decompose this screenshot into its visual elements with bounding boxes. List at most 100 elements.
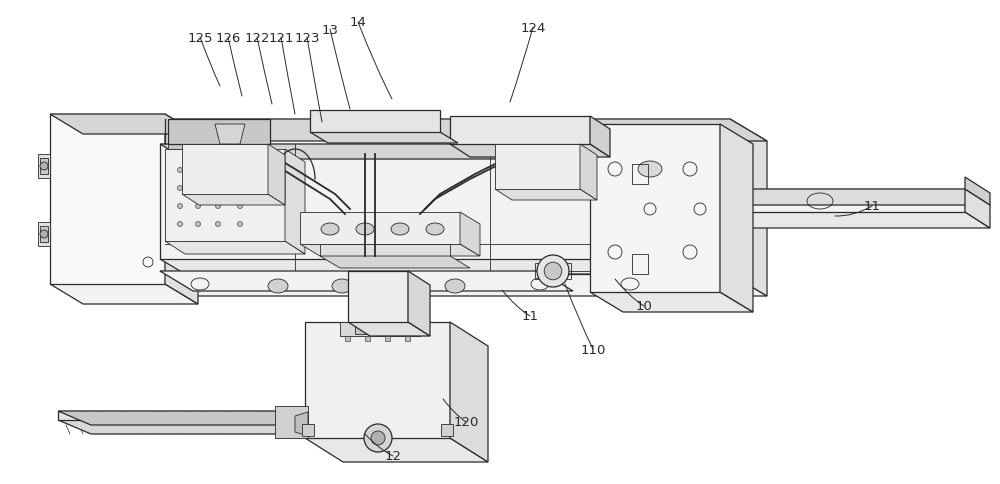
Polygon shape — [58, 411, 308, 425]
Text: 126: 126 — [215, 31, 241, 45]
Polygon shape — [495, 145, 580, 190]
Polygon shape — [640, 190, 965, 212]
Text: 120: 120 — [453, 416, 479, 429]
Circle shape — [178, 204, 183, 209]
Circle shape — [178, 168, 183, 173]
Text: 14: 14 — [350, 16, 366, 30]
Polygon shape — [300, 244, 480, 257]
FancyArrowPatch shape — [200, 38, 220, 87]
FancyArrowPatch shape — [257, 38, 272, 105]
Polygon shape — [182, 145, 268, 195]
Polygon shape — [182, 195, 285, 206]
Polygon shape — [310, 111, 440, 133]
Polygon shape — [348, 272, 408, 322]
Polygon shape — [50, 115, 165, 285]
Circle shape — [238, 168, 243, 173]
Text: 124: 124 — [520, 21, 546, 34]
Circle shape — [537, 256, 569, 287]
Polygon shape — [215, 125, 245, 145]
FancyArrowPatch shape — [502, 290, 530, 317]
Polygon shape — [58, 411, 275, 420]
Polygon shape — [40, 159, 48, 175]
Polygon shape — [50, 285, 198, 304]
Polygon shape — [165, 115, 198, 304]
Text: 121: 121 — [268, 31, 294, 45]
Polygon shape — [385, 336, 390, 341]
FancyArrowPatch shape — [228, 38, 242, 97]
FancyArrowPatch shape — [307, 38, 322, 123]
Polygon shape — [965, 190, 990, 228]
Polygon shape — [305, 438, 488, 462]
Polygon shape — [590, 125, 720, 292]
Polygon shape — [450, 322, 488, 462]
FancyArrowPatch shape — [281, 38, 295, 115]
Polygon shape — [160, 145, 745, 160]
Text: 122: 122 — [244, 31, 270, 45]
Text: 11: 11 — [522, 310, 538, 323]
Polygon shape — [340, 322, 420, 336]
FancyArrowPatch shape — [565, 285, 593, 349]
Polygon shape — [450, 117, 590, 145]
Circle shape — [216, 204, 221, 209]
Polygon shape — [580, 145, 597, 200]
Polygon shape — [305, 322, 450, 438]
FancyArrowPatch shape — [835, 207, 872, 216]
Circle shape — [371, 431, 385, 445]
Circle shape — [216, 186, 221, 191]
Ellipse shape — [638, 162, 662, 178]
Circle shape — [178, 186, 183, 191]
Polygon shape — [82, 274, 767, 296]
Polygon shape — [302, 424, 314, 436]
Ellipse shape — [332, 279, 352, 293]
Polygon shape — [275, 406, 308, 438]
Circle shape — [196, 168, 201, 173]
Polygon shape — [640, 190, 990, 206]
Polygon shape — [300, 212, 460, 244]
FancyArrowPatch shape — [615, 279, 644, 306]
Polygon shape — [590, 292, 753, 312]
Text: 123: 123 — [294, 31, 320, 45]
Polygon shape — [450, 145, 610, 158]
Circle shape — [364, 424, 392, 452]
Circle shape — [238, 204, 243, 209]
Polygon shape — [365, 336, 370, 341]
Polygon shape — [460, 212, 480, 257]
Polygon shape — [720, 145, 745, 274]
Circle shape — [40, 230, 48, 239]
Text: 110: 110 — [580, 343, 606, 356]
Polygon shape — [160, 259, 745, 274]
Polygon shape — [38, 223, 50, 246]
Polygon shape — [168, 140, 186, 150]
Circle shape — [238, 222, 243, 227]
Polygon shape — [168, 130, 186, 140]
Polygon shape — [405, 336, 410, 341]
Polygon shape — [345, 336, 350, 341]
Circle shape — [216, 168, 221, 173]
Polygon shape — [58, 420, 308, 434]
Polygon shape — [82, 120, 730, 274]
Circle shape — [196, 204, 201, 209]
Polygon shape — [408, 272, 430, 336]
Circle shape — [40, 163, 48, 171]
Polygon shape — [165, 150, 285, 242]
Polygon shape — [295, 412, 308, 436]
Polygon shape — [348, 322, 430, 336]
FancyArrowPatch shape — [365, 434, 393, 456]
Ellipse shape — [391, 224, 409, 236]
Polygon shape — [268, 145, 285, 206]
Polygon shape — [495, 190, 597, 200]
FancyArrowPatch shape — [443, 399, 466, 422]
Text: 11: 11 — [864, 200, 881, 213]
Polygon shape — [160, 272, 573, 291]
Polygon shape — [38, 155, 50, 179]
Polygon shape — [730, 120, 767, 296]
Polygon shape — [50, 115, 198, 135]
Ellipse shape — [321, 224, 339, 236]
Circle shape — [178, 222, 183, 227]
Polygon shape — [40, 227, 48, 242]
Circle shape — [196, 186, 201, 191]
Polygon shape — [165, 242, 305, 255]
Ellipse shape — [426, 224, 444, 236]
FancyArrowPatch shape — [358, 23, 392, 100]
Polygon shape — [160, 145, 720, 259]
